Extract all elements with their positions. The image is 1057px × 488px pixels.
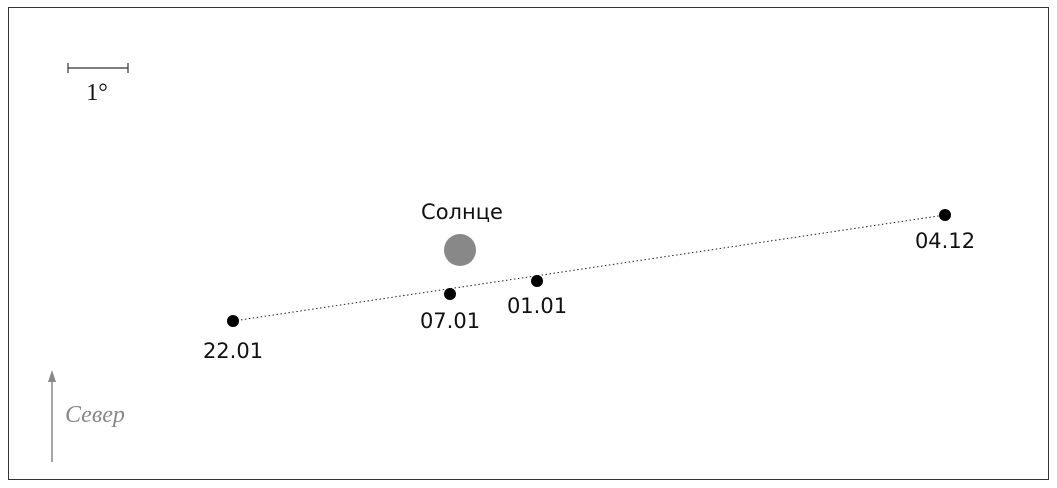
north-arrow bbox=[48, 370, 56, 462]
point-label: 22.01 bbox=[203, 339, 263, 363]
point bbox=[939, 209, 951, 221]
point bbox=[444, 288, 456, 300]
point-label: 04.12 bbox=[915, 229, 975, 253]
sun bbox=[444, 234, 476, 266]
sun-label: Солнце bbox=[421, 200, 503, 224]
north-label: Север bbox=[65, 402, 125, 428]
trajectory bbox=[232, 214, 946, 322]
scale-bar bbox=[67, 63, 129, 73]
scale-label: 1° bbox=[86, 80, 108, 106]
point bbox=[531, 275, 543, 287]
point bbox=[227, 315, 239, 327]
point-label: 07.01 bbox=[420, 309, 480, 333]
frame bbox=[8, 7, 1049, 480]
point-label: 01.01 bbox=[507, 294, 567, 318]
